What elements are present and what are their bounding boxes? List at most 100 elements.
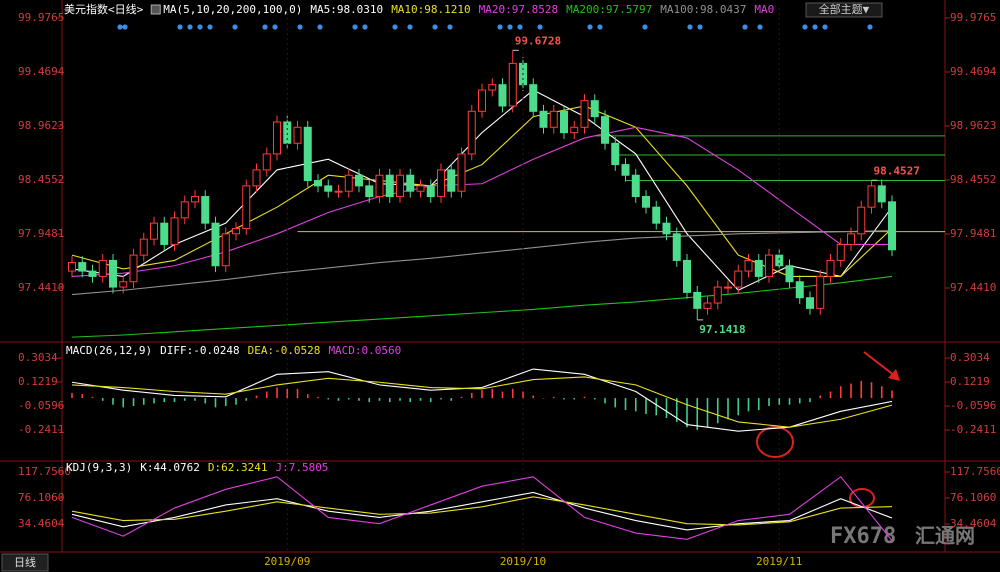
candle-body xyxy=(713,286,722,304)
histogram-bar xyxy=(91,396,94,399)
histogram-bar xyxy=(337,398,340,401)
histogram-bar xyxy=(214,398,217,408)
legend-entry: MA0 xyxy=(754,3,774,16)
histogram-bar xyxy=(378,398,381,401)
candle-body xyxy=(724,286,732,289)
candle-body xyxy=(631,174,640,198)
candle-body xyxy=(334,190,343,193)
signal-dot xyxy=(117,24,123,30)
candle-body xyxy=(78,262,87,272)
signal-dot xyxy=(757,24,763,30)
signal-dot xyxy=(687,24,693,30)
histogram-bar xyxy=(419,398,422,401)
histogram-bar xyxy=(358,398,360,401)
histogram-bar xyxy=(265,391,268,399)
histogram-bar xyxy=(399,398,401,401)
candle-body xyxy=(109,259,117,288)
candle-body xyxy=(611,142,620,166)
histogram-bar xyxy=(255,395,258,399)
candle-body xyxy=(88,270,97,277)
series-line xyxy=(71,126,892,277)
histogram-bar xyxy=(839,386,842,399)
histogram-bar xyxy=(122,398,125,408)
candle-body xyxy=(98,259,107,277)
signal-dot xyxy=(207,24,213,30)
highlight-circle xyxy=(756,426,794,458)
y-tick-label: 98.9623 xyxy=(18,119,64,132)
candle-body xyxy=(437,169,445,198)
histogram-bar xyxy=(583,396,586,399)
histogram-bar xyxy=(112,398,114,405)
histogram-bar xyxy=(788,398,791,405)
histogram-bar xyxy=(532,395,535,399)
signal-dot xyxy=(497,24,503,30)
watermark-brand: FX678 xyxy=(830,524,896,549)
y-tick-label: 97.9481 xyxy=(18,227,64,240)
series-line xyxy=(71,230,893,296)
legend-entry: MA10:98.1210 xyxy=(391,3,470,16)
candle-body xyxy=(693,291,702,309)
candle-body xyxy=(867,185,876,208)
theme-button-label[interactable]: 全部主题▼ xyxy=(819,2,870,16)
y-tick-label-right: -0.0596 xyxy=(950,399,996,412)
histogram-bar xyxy=(727,398,729,420)
y-tick-label-right: 0.3034 xyxy=(950,351,990,364)
signal-dot xyxy=(587,24,593,30)
annotation-label: 99.6728 xyxy=(515,34,561,47)
theme-button[interactable] xyxy=(805,2,883,18)
histogram-bar xyxy=(829,391,832,399)
series-line xyxy=(71,89,893,291)
histogram-bar xyxy=(481,390,483,399)
candle-body xyxy=(365,185,374,198)
histogram-bar xyxy=(194,398,196,401)
x-tick-label: 2019/09 xyxy=(264,555,310,568)
candle-body xyxy=(672,233,681,261)
signal-dot xyxy=(392,24,398,30)
candle-body xyxy=(467,110,476,155)
histogram-bar xyxy=(891,390,893,399)
y-tick-label: 117.7560 xyxy=(18,465,71,478)
candle-body xyxy=(416,185,425,192)
candle-body xyxy=(232,227,240,235)
candle-body xyxy=(806,297,814,309)
legend-entry: DEA:-0.0528 xyxy=(248,344,321,357)
candle-body xyxy=(262,153,271,171)
series-line xyxy=(71,496,893,526)
signal-dot xyxy=(447,24,453,30)
signal-dot xyxy=(352,24,358,30)
panel-title: MACD(26,12,9) xyxy=(66,344,152,357)
series-line xyxy=(71,275,893,338)
histogram-bar xyxy=(860,380,863,399)
y-tick-label: 99.4694 xyxy=(18,65,65,78)
y-tick-label: -0.2411 xyxy=(18,423,64,436)
histogram-bar xyxy=(614,398,617,408)
histogram-bar xyxy=(142,398,145,405)
histogram-bar xyxy=(224,398,227,407)
histogram-bar xyxy=(440,398,442,400)
signal-dot xyxy=(537,24,543,30)
histogram-bar xyxy=(296,388,299,399)
y-tick-label-right: 99.9765 xyxy=(950,11,996,24)
candle-body xyxy=(836,243,845,261)
histogram-bar xyxy=(511,388,514,399)
candle-body xyxy=(539,110,548,128)
histogram-bar xyxy=(429,398,432,403)
histogram-bar xyxy=(81,394,84,399)
arrow xyxy=(863,351,896,377)
histogram-bar xyxy=(696,398,699,430)
candle-body xyxy=(283,121,292,144)
period-tab-label[interactable]: 日线 xyxy=(14,555,36,569)
candle-body xyxy=(211,222,220,267)
annotation-label: 98.4527 xyxy=(874,164,920,177)
signal-dot xyxy=(272,24,278,30)
candle-body xyxy=(826,259,835,277)
candle-body xyxy=(580,100,589,128)
candle-body xyxy=(498,84,507,107)
annotation-label: 97.1418 xyxy=(699,323,745,336)
histogram-bar xyxy=(870,382,873,399)
candle-body xyxy=(375,174,384,198)
signal-dot xyxy=(697,24,703,30)
y-tick-label: 99.9765 xyxy=(18,11,64,24)
period-tab[interactable] xyxy=(1,553,49,572)
candle-body xyxy=(560,110,568,134)
